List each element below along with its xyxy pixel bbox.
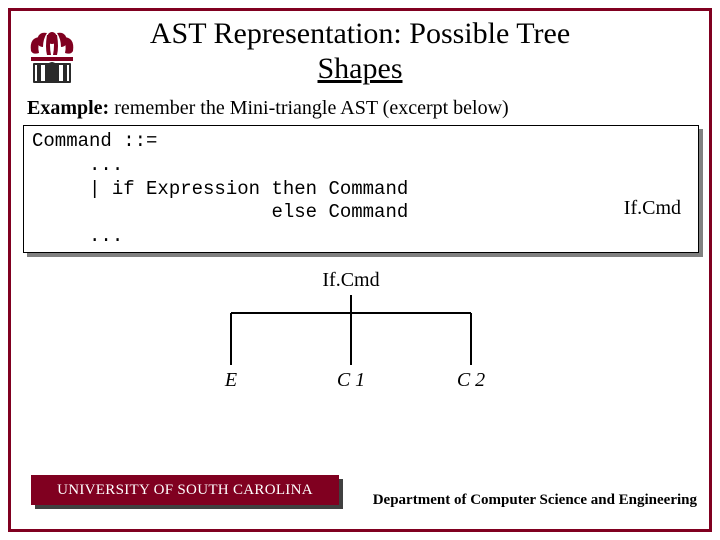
footer-department: Department of Computer Science and Engin… <box>373 492 697 509</box>
title-line-1: AST Representation: Possible Tree <box>150 17 570 50</box>
example-text: remember the Mini-triangle AST (excerpt … <box>109 97 509 119</box>
code-box: Command ::= ... | if Expression then Com… <box>23 125 699 253</box>
slide-title: AST Representation: Possible Tree Shapes <box>11 17 709 86</box>
tree-root-label: If.Cmd <box>171 269 531 292</box>
example-line: Example: remember the Mini-triangle AST … <box>27 97 509 120</box>
tree-leaf-e: E <box>225 369 237 392</box>
title-line-2: Shapes <box>318 52 403 85</box>
slide-frame: AST Representation: Possible Tree Shapes… <box>8 8 712 532</box>
footer-university: UNIVERSITY OF SOUTH CAROLINA <box>31 475 339 505</box>
tree-edges <box>171 295 531 365</box>
code-annotation: If.Cmd <box>624 197 681 220</box>
example-label: Example: <box>27 97 109 119</box>
tree-leaf-c2: C 2 <box>457 369 485 392</box>
tree-leaf-c1: C 1 <box>337 369 365 392</box>
tree-diagram: If.Cmd E C 1 C 2 <box>171 269 531 399</box>
